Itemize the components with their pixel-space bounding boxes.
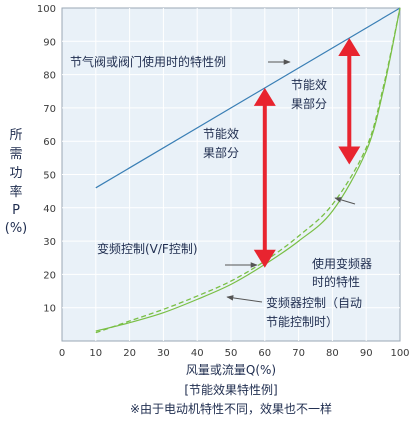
x-tick-label: 100	[390, 348, 409, 359]
pointer-arrows	[225, 59, 356, 303]
caption-note: ※由于电动机特性不同，效果也不一样	[130, 401, 332, 416]
pointer-auto	[226, 295, 263, 303]
label-saving-right-2: 果部分	[291, 96, 327, 111]
savings-arrow	[338, 37, 361, 165]
label-auto-1: 变频器控制（自动	[266, 295, 362, 310]
ylabel-char: P	[12, 203, 20, 218]
pointer-inverter	[334, 197, 356, 205]
ylabel-char: 率	[9, 184, 22, 200]
x-axis-ticks: 0 10 20 30 40 50 60 70 80 90 100	[59, 348, 410, 359]
y-tick-label: 10	[43, 304, 56, 315]
x-tick-label: 40	[191, 348, 204, 359]
ylabel-char: (%)	[5, 221, 28, 236]
savings-arrow-head-down	[253, 249, 276, 268]
x-tick-label: 80	[326, 348, 339, 359]
savings-arrow-head-up	[338, 37, 361, 56]
label-inverter-1: 使用变频器	[312, 256, 372, 271]
savings-arrow-head-down	[338, 146, 361, 165]
x-axis-label: 风量或流量Q(%)	[186, 363, 276, 377]
ylabel-char: 所	[9, 128, 22, 143]
x-tick-label: 90	[360, 348, 373, 359]
ylabel-char: 功	[9, 166, 22, 181]
label-inverter-2: 时的特性	[312, 274, 360, 289]
savings-arrow-head-up	[253, 87, 276, 106]
y-tick-label: 90	[43, 37, 56, 48]
y-tick-label: 60	[43, 137, 56, 148]
label-auto-2: 节能控制时）	[266, 315, 338, 329]
y-tick-label: 80	[43, 71, 56, 82]
y-tick-label: 100	[37, 4, 56, 15]
caption-title: [节能效果特性例]	[184, 382, 277, 397]
x-tick-label: 70	[292, 348, 305, 359]
savings-arrows	[253, 37, 361, 268]
y-tick-label: 40	[43, 204, 56, 215]
x-tick-label: 50	[225, 348, 238, 359]
label-vf-control: 变频控制(V/F控制)	[97, 241, 198, 256]
y-tick-label: 70	[43, 104, 56, 115]
x-tick-label: 10	[89, 348, 102, 359]
label-saving-left-2: 果部分	[203, 145, 239, 160]
label-saving-left-1: 节能效	[203, 126, 239, 141]
label-damper: 节气阀或阀门使用时的特性例	[70, 54, 226, 69]
x-tick-label: 60	[258, 348, 271, 359]
x-tick-label: 0	[59, 348, 65, 359]
label-saving-right-1: 节能效	[291, 77, 327, 92]
y-tick-label: 30	[43, 237, 56, 248]
x-tick-label: 20	[123, 348, 136, 359]
savings-arrow	[253, 87, 276, 268]
ylabel-char: 需	[9, 147, 22, 162]
y-tick-label: 50	[43, 171, 56, 182]
y-tick-label: 20	[43, 270, 56, 281]
y-axis-ticks: 10 20 30 40 50 60 70 80 90 100	[37, 4, 56, 315]
y-axis-label: 所 需 功 率 P (%)	[5, 128, 28, 236]
x-tick-label: 30	[157, 348, 170, 359]
